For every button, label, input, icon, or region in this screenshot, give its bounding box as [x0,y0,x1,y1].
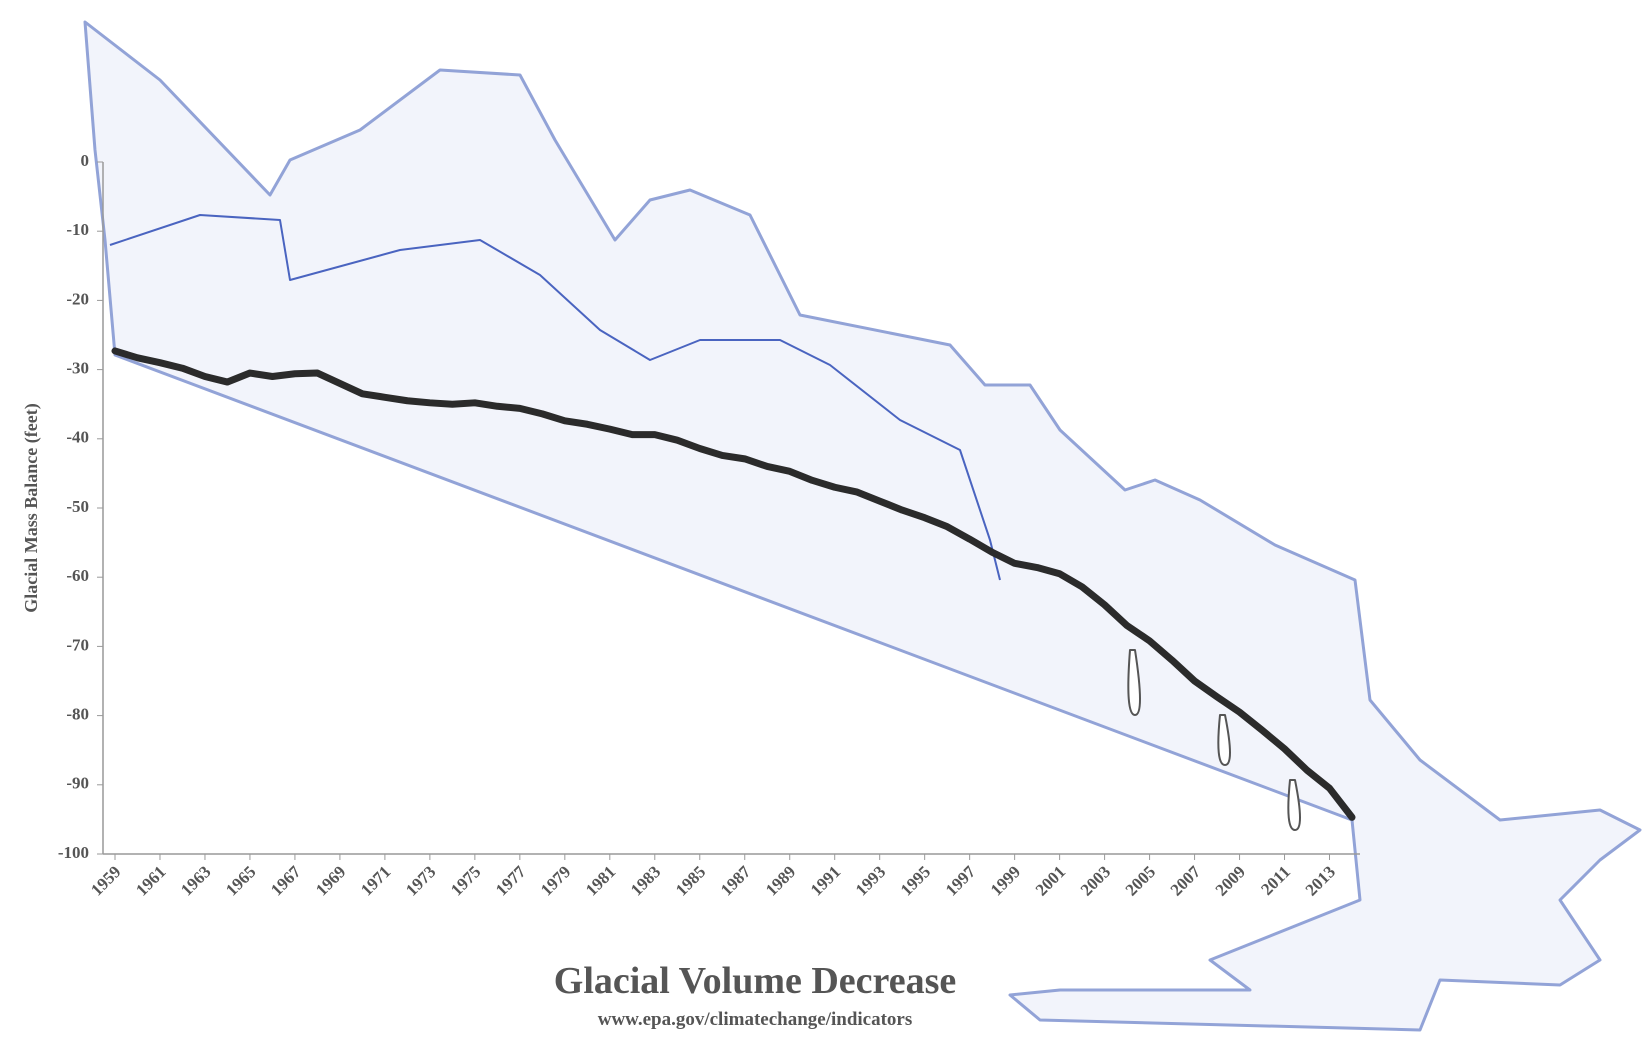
x-tick-label: 1985 [672,862,709,899]
x-tick-label: 1977 [492,862,530,900]
x-tick-label: 1979 [537,862,574,899]
y-axis-label: Glacial Mass Balance (feet) [21,403,42,612]
x-tick-label: 1995 [897,862,934,899]
x-tick-label: 1973 [402,862,439,899]
x-tick-label: 1981 [582,862,619,899]
x-tick-label: 2011 [1257,862,1294,899]
y-tick-label: -100 [58,843,89,862]
x-tick-label: 1963 [177,862,214,899]
y-tick-label: -80 [66,705,89,724]
x-tick-label: 1987 [717,862,755,900]
x-tick-label: 1971 [357,862,394,899]
y-tick-label: 0 [81,151,90,170]
x-tick-label: 1997 [942,862,980,900]
x-tick-label: 1961 [132,862,169,899]
x-tick-label: 1989 [762,862,799,899]
x-tick-label: 2013 [1302,862,1339,899]
y-tick-label: -50 [66,497,89,516]
x-tick-label: 2005 [1122,862,1159,899]
chart-title: Glacial Volume Decrease [554,960,956,1002]
x-tick-label: 1969 [312,862,349,899]
data-line [111,347,1356,821]
x-tick-label: 2009 [1212,862,1249,899]
glacier-illustration [83,20,1642,1032]
y-tick-label: -30 [66,359,89,378]
x-tick-label: 1967 [267,862,305,900]
x-tick-label: 1975 [447,862,484,899]
x-tick-label: 2001 [1032,862,1069,899]
x-tick-label: 1991 [807,862,844,899]
y-tick-label: -70 [66,635,89,654]
x-tick-label: 2003 [1077,862,1114,899]
x-tick-label: 2007 [1167,862,1205,900]
x-tick-label: 1965 [222,862,259,899]
x-tick-label: 1959 [87,862,124,899]
chart-subtitle: www.epa.gov/climatechange/indicators [598,1009,913,1030]
y-tick-label: -60 [66,566,89,585]
y-tick-label: -20 [66,289,89,308]
x-tick-label: 1983 [627,862,664,899]
y-tick-label: -10 [66,220,89,239]
y-tick-label: -90 [66,774,89,793]
x-tick-label: 1999 [987,862,1024,899]
x-tick-label: 1993 [852,862,889,899]
y-tick-label: -40 [66,428,89,447]
